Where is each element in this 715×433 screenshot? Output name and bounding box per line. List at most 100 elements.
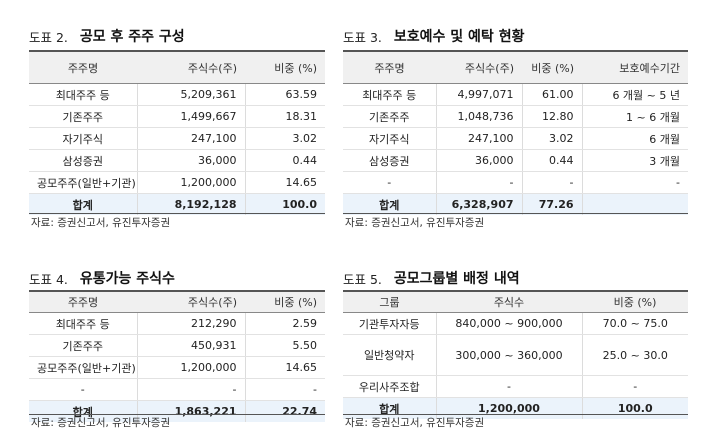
allocation-table: 그룹 주식수 비중 (%) 기관투자자등 840,000 ~ 900,000 7… bbox=[343, 292, 688, 419]
tradable-table: 주주명 주식수(주) 비중 (%) 최대주주 등 212,290 2.59 기존… bbox=[29, 292, 325, 422]
share-ratio: - bbox=[521, 171, 582, 194]
table-number: 도표 2. bbox=[29, 30, 68, 45]
source-note: 자료: 증권신고서, 유진투자증권 bbox=[345, 417, 485, 429]
share-count: - bbox=[136, 378, 245, 401]
share-count: 36,000 bbox=[435, 149, 522, 172]
top-rule bbox=[343, 290, 688, 292]
lockup-table: 주주명 주식수(주) 비중 (%) 보호예수기간 최대주주 등 4,997,07… bbox=[343, 52, 688, 215]
header-cell: 주식수(주) bbox=[137, 292, 245, 313]
total-count: 1,863,221 bbox=[136, 400, 245, 422]
row-label: - bbox=[29, 378, 137, 401]
row-label: - bbox=[343, 171, 436, 194]
total-row: 합계 8,192,128 100.0 bbox=[29, 193, 325, 215]
row-label: 자기주식 bbox=[29, 127, 137, 150]
share-count: 247,100 bbox=[435, 127, 522, 150]
share-count: - bbox=[435, 171, 522, 194]
row-label: 기존주주 bbox=[343, 105, 436, 128]
ratio-range: 25.0 ~ 30.0 bbox=[581, 334, 688, 376]
table-row: 일반청약자 300,000 ~ 360,000 25.0 ~ 30.0 bbox=[343, 334, 688, 376]
table-caption: 도표 4. 유통가능 주식수 bbox=[29, 268, 175, 290]
share-count: 212,290 bbox=[136, 312, 245, 335]
bottom-rule bbox=[343, 414, 688, 415]
total-label: 합계 bbox=[343, 397, 436, 419]
share-count: 1,499,667 bbox=[136, 105, 245, 128]
header-cell: 비중 (%) bbox=[245, 52, 325, 84]
total-ratio: 22.74 bbox=[244, 400, 325, 422]
share-ratio: 3.02 bbox=[521, 127, 582, 150]
share-count: 4,997,071 bbox=[435, 83, 522, 106]
header-cell: 보호예수기간 bbox=[582, 52, 688, 84]
ratio-range: - bbox=[581, 375, 688, 398]
table-title: 공모 후 주주 구성 bbox=[79, 29, 185, 45]
share-count: 5,209,361 bbox=[136, 83, 245, 106]
share-ratio: 0.44 bbox=[244, 149, 325, 172]
bottom-rule bbox=[29, 414, 325, 415]
ratio-range: 70.0 ~ 75.0 bbox=[581, 312, 688, 335]
lockup-period: 3 개월 bbox=[581, 149, 688, 172]
table-row: - - - bbox=[29, 378, 325, 401]
share-ratio: 61.00 bbox=[521, 83, 582, 106]
share-count: 36,000 bbox=[136, 149, 245, 172]
source-note: 자료: 증권신고서, 유진투자증권 bbox=[345, 217, 485, 229]
table-row: 기존주주 1,499,667 18.31 bbox=[29, 105, 325, 128]
bottom-rule bbox=[343, 213, 688, 214]
row-label: 삼성증권 bbox=[343, 149, 436, 172]
top-rule bbox=[343, 50, 688, 52]
bottom-rule bbox=[29, 213, 325, 214]
panel-tradable-shares: 도표 4. 유통가능 주식수 주주명 주식수(주) 비중 (%) 최대주주 등 2… bbox=[29, 268, 325, 429]
table-row: - - - - bbox=[343, 171, 688, 194]
share-ratio: 3.02 bbox=[244, 127, 325, 150]
table-caption: 도표 3. 보호예수 및 예탁 현황 bbox=[343, 26, 524, 48]
row-label: 최대주주 등 bbox=[29, 83, 137, 106]
row-label: 자기주식 bbox=[343, 127, 436, 150]
table-row: 공모주주(일반+기관) 1,200,000 14.65 bbox=[29, 356, 325, 379]
table-row: 공모주주(일반+기관) 1,200,000 14.65 bbox=[29, 171, 325, 194]
table-row: 기존주주 1,048,736 12.80 1 ~ 6 개월 bbox=[343, 105, 688, 128]
header-row: 주주명 주식수(주) 비중 (%) bbox=[29, 292, 325, 313]
total-ratio: 100.0 bbox=[581, 397, 688, 419]
table-row: 우리사주조합 - - bbox=[343, 375, 688, 398]
table-row: 자기주식 247,100 3.02 bbox=[29, 127, 325, 150]
table-caption: 도표 5. 공모그룹별 배정 내역 bbox=[343, 268, 520, 290]
table-number: 도표 3. bbox=[343, 30, 382, 45]
total-ratio: 77.26 bbox=[521, 193, 582, 215]
table-number: 도표 4. bbox=[29, 272, 68, 287]
share-ratio: 18.31 bbox=[244, 105, 325, 128]
share-range: - bbox=[435, 375, 582, 398]
header-cell: 주주명 bbox=[29, 52, 137, 84]
total-label: 합계 bbox=[343, 193, 436, 215]
table-row: 최대주주 등 212,290 2.59 bbox=[29, 312, 325, 335]
header-row: 그룹 주식수 비중 (%) bbox=[343, 292, 688, 313]
panel-offering-allocation: 도표 5. 공모그룹별 배정 내역 그룹 주식수 비중 (%) 기관투자자등 84… bbox=[343, 268, 688, 429]
share-range: 300,000 ~ 360,000 bbox=[435, 334, 582, 376]
share-ratio: - bbox=[244, 378, 325, 401]
share-ratio: 2.59 bbox=[244, 312, 325, 335]
table-title: 보호예수 및 예탁 현황 bbox=[393, 29, 525, 45]
table-row: 최대주주 등 4,997,071 61.00 6 개월 ~ 5 년 bbox=[343, 83, 688, 106]
share-ratio: 5.50 bbox=[244, 334, 325, 357]
total-count: 6,328,907 bbox=[435, 193, 522, 215]
row-label: 최대주주 등 bbox=[343, 83, 436, 106]
share-count: 1,200,000 bbox=[136, 171, 245, 194]
share-count: 450,931 bbox=[136, 334, 245, 357]
share-range: 840,000 ~ 900,000 bbox=[435, 312, 582, 335]
shareholder-table: 주주명 주식수(주) 비중 (%) 최대주주 등 5,209,361 63.59… bbox=[29, 52, 325, 215]
header-cell: 주식수(주) bbox=[436, 52, 522, 84]
row-label: 일반청약자 bbox=[343, 334, 436, 376]
header-cell: 비중 (%) bbox=[522, 52, 582, 84]
total-row: 합계 1,863,221 22.74 bbox=[29, 400, 325, 422]
total-row: 합계 1,200,000 100.0 bbox=[343, 397, 688, 419]
total-label: 합계 bbox=[29, 400, 137, 422]
total-count: 1,200,000 bbox=[435, 397, 582, 419]
share-count: 247,100 bbox=[136, 127, 245, 150]
header-cell: 비중 (%) bbox=[245, 292, 325, 313]
header-cell: 주주명 bbox=[343, 52, 436, 84]
share-ratio: 0.44 bbox=[521, 149, 582, 172]
header-cell: 주주명 bbox=[29, 292, 137, 313]
row-label: 최대주주 등 bbox=[29, 312, 137, 335]
table-row: 기관투자자등 840,000 ~ 900,000 70.0 ~ 75.0 bbox=[343, 312, 688, 335]
share-ratio: 63.59 bbox=[244, 83, 325, 106]
header-cell: 주식수 bbox=[436, 292, 582, 313]
row-label: 삼성증권 bbox=[29, 149, 137, 172]
top-rule bbox=[29, 290, 325, 292]
